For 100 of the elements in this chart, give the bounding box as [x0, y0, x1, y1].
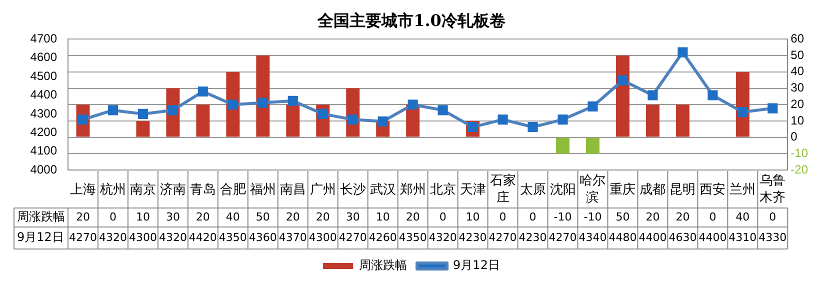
data-label: 20	[646, 210, 660, 224]
data-label: 0	[769, 210, 776, 224]
point	[198, 86, 208, 97]
y-tick-label: 4300	[30, 106, 58, 120]
data-label: 4320	[98, 230, 127, 244]
data-label: 20	[316, 210, 330, 224]
point	[348, 114, 358, 125]
y2-tick-label: 30	[790, 80, 804, 95]
data-label: 4270	[68, 230, 97, 244]
x-tick-label: 乌鲁木齐	[760, 173, 786, 206]
y-tick-label: 4200	[30, 124, 58, 139]
data-label: 4370	[278, 230, 307, 244]
point	[108, 105, 118, 116]
y2-tick-label: -10	[790, 146, 808, 160]
x-tick-label: 郑州	[400, 182, 426, 198]
data-label: 4360	[248, 230, 277, 244]
y2-tick-label: 40	[790, 64, 804, 78]
x-tick-label: 西安	[700, 181, 726, 198]
point	[738, 107, 748, 118]
data-label: 20	[286, 210, 300, 224]
x-tick-label: 长沙	[340, 182, 366, 198]
legend-label: 9月12日	[453, 258, 500, 272]
point	[648, 90, 658, 100]
data-label: 20	[196, 210, 210, 224]
point	[318, 108, 328, 119]
x-tick-label: 重庆	[610, 182, 636, 198]
y-tick-label: 4600	[30, 50, 58, 64]
bar	[646, 104, 660, 137]
y2-tick-label: -20	[790, 162, 808, 176]
bar	[136, 120, 150, 137]
legend-label: 周涨跌幅	[359, 258, 408, 272]
data-label: 4400	[638, 230, 667, 244]
data-label: 4260	[368, 230, 397, 244]
data-label: 4420	[188, 230, 217, 244]
x-tick-label: 兰州	[730, 182, 756, 198]
data-label: 20	[76, 210, 90, 224]
point	[498, 114, 508, 125]
data-label: -10	[584, 210, 602, 224]
chart-title: 全国主要城市1.0冷轧板卷	[316, 10, 506, 30]
x-tick-label: 南京	[130, 182, 156, 198]
data-label: 40	[226, 210, 240, 224]
data-label: 4270	[338, 230, 367, 244]
y2-tick-label: 0	[790, 130, 798, 144]
data-label: 10	[466, 210, 480, 224]
point	[618, 75, 628, 86]
y2-tick-label: 50	[790, 48, 804, 62]
data-label: 4330	[758, 230, 787, 244]
x-tick-label: 合肥	[220, 182, 246, 198]
point	[228, 100, 238, 110]
text: 9月12日	[17, 230, 64, 244]
data-label: 0	[499, 210, 506, 224]
x-tick-label: 济南	[160, 182, 186, 198]
x-tick-label: 广州	[310, 182, 336, 198]
point	[678, 47, 688, 58]
data-label: 0	[439, 210, 446, 224]
x-tick-label: 成都	[640, 182, 666, 198]
bar	[586, 138, 600, 154]
x-tick-label: 杭州	[98, 182, 126, 198]
data-label: 50	[616, 210, 630, 224]
data-label: 4230	[518, 230, 547, 244]
y2-tick-label: 20	[790, 96, 804, 111]
data-label: 4630	[668, 230, 697, 244]
y2-tick-label: 60	[790, 32, 804, 46]
x-tick-label: 沈阳	[550, 182, 576, 198]
y-tick-label: 4000	[30, 162, 58, 176]
data-label: 10	[136, 210, 150, 224]
data-label: 40	[736, 210, 750, 224]
x-tick-label: 太原	[520, 182, 546, 198]
x-tick-label: 石家庄	[490, 172, 516, 206]
x-tick-label: 南昌	[280, 182, 306, 198]
data-label: 4310	[728, 230, 757, 244]
point	[408, 100, 418, 110]
data-label: 4300	[128, 230, 157, 244]
data-label: -10	[554, 210, 572, 224]
bar	[556, 138, 570, 154]
data-label: 30	[346, 210, 360, 224]
x-tick-label: 哈尔滨	[580, 173, 606, 206]
data-label: 4230	[458, 230, 487, 244]
data-label: 4300	[308, 230, 337, 244]
point	[378, 116, 388, 126]
text: 周涨跌幅	[17, 210, 65, 224]
data-label: 0	[109, 210, 116, 224]
data-label: 4270	[488, 230, 517, 244]
bar	[286, 104, 300, 137]
point	[138, 108, 148, 119]
x-tick-label: 青岛	[190, 182, 216, 198]
data-label: 4270	[548, 230, 577, 244]
data-label: 20	[406, 210, 420, 224]
data-label: 4320	[428, 230, 457, 244]
y-tick-label: 4100	[30, 144, 58, 158]
data-label: 20	[676, 210, 690, 224]
data-label: 4350	[398, 230, 427, 244]
point	[258, 98, 268, 108]
x-tick-label: 北京	[430, 182, 456, 198]
point	[438, 105, 448, 116]
data-label: 4340	[578, 230, 607, 244]
point	[288, 96, 298, 106]
point	[588, 101, 598, 112]
data-label: 4350	[218, 230, 247, 244]
data-label: 50	[256, 210, 270, 224]
